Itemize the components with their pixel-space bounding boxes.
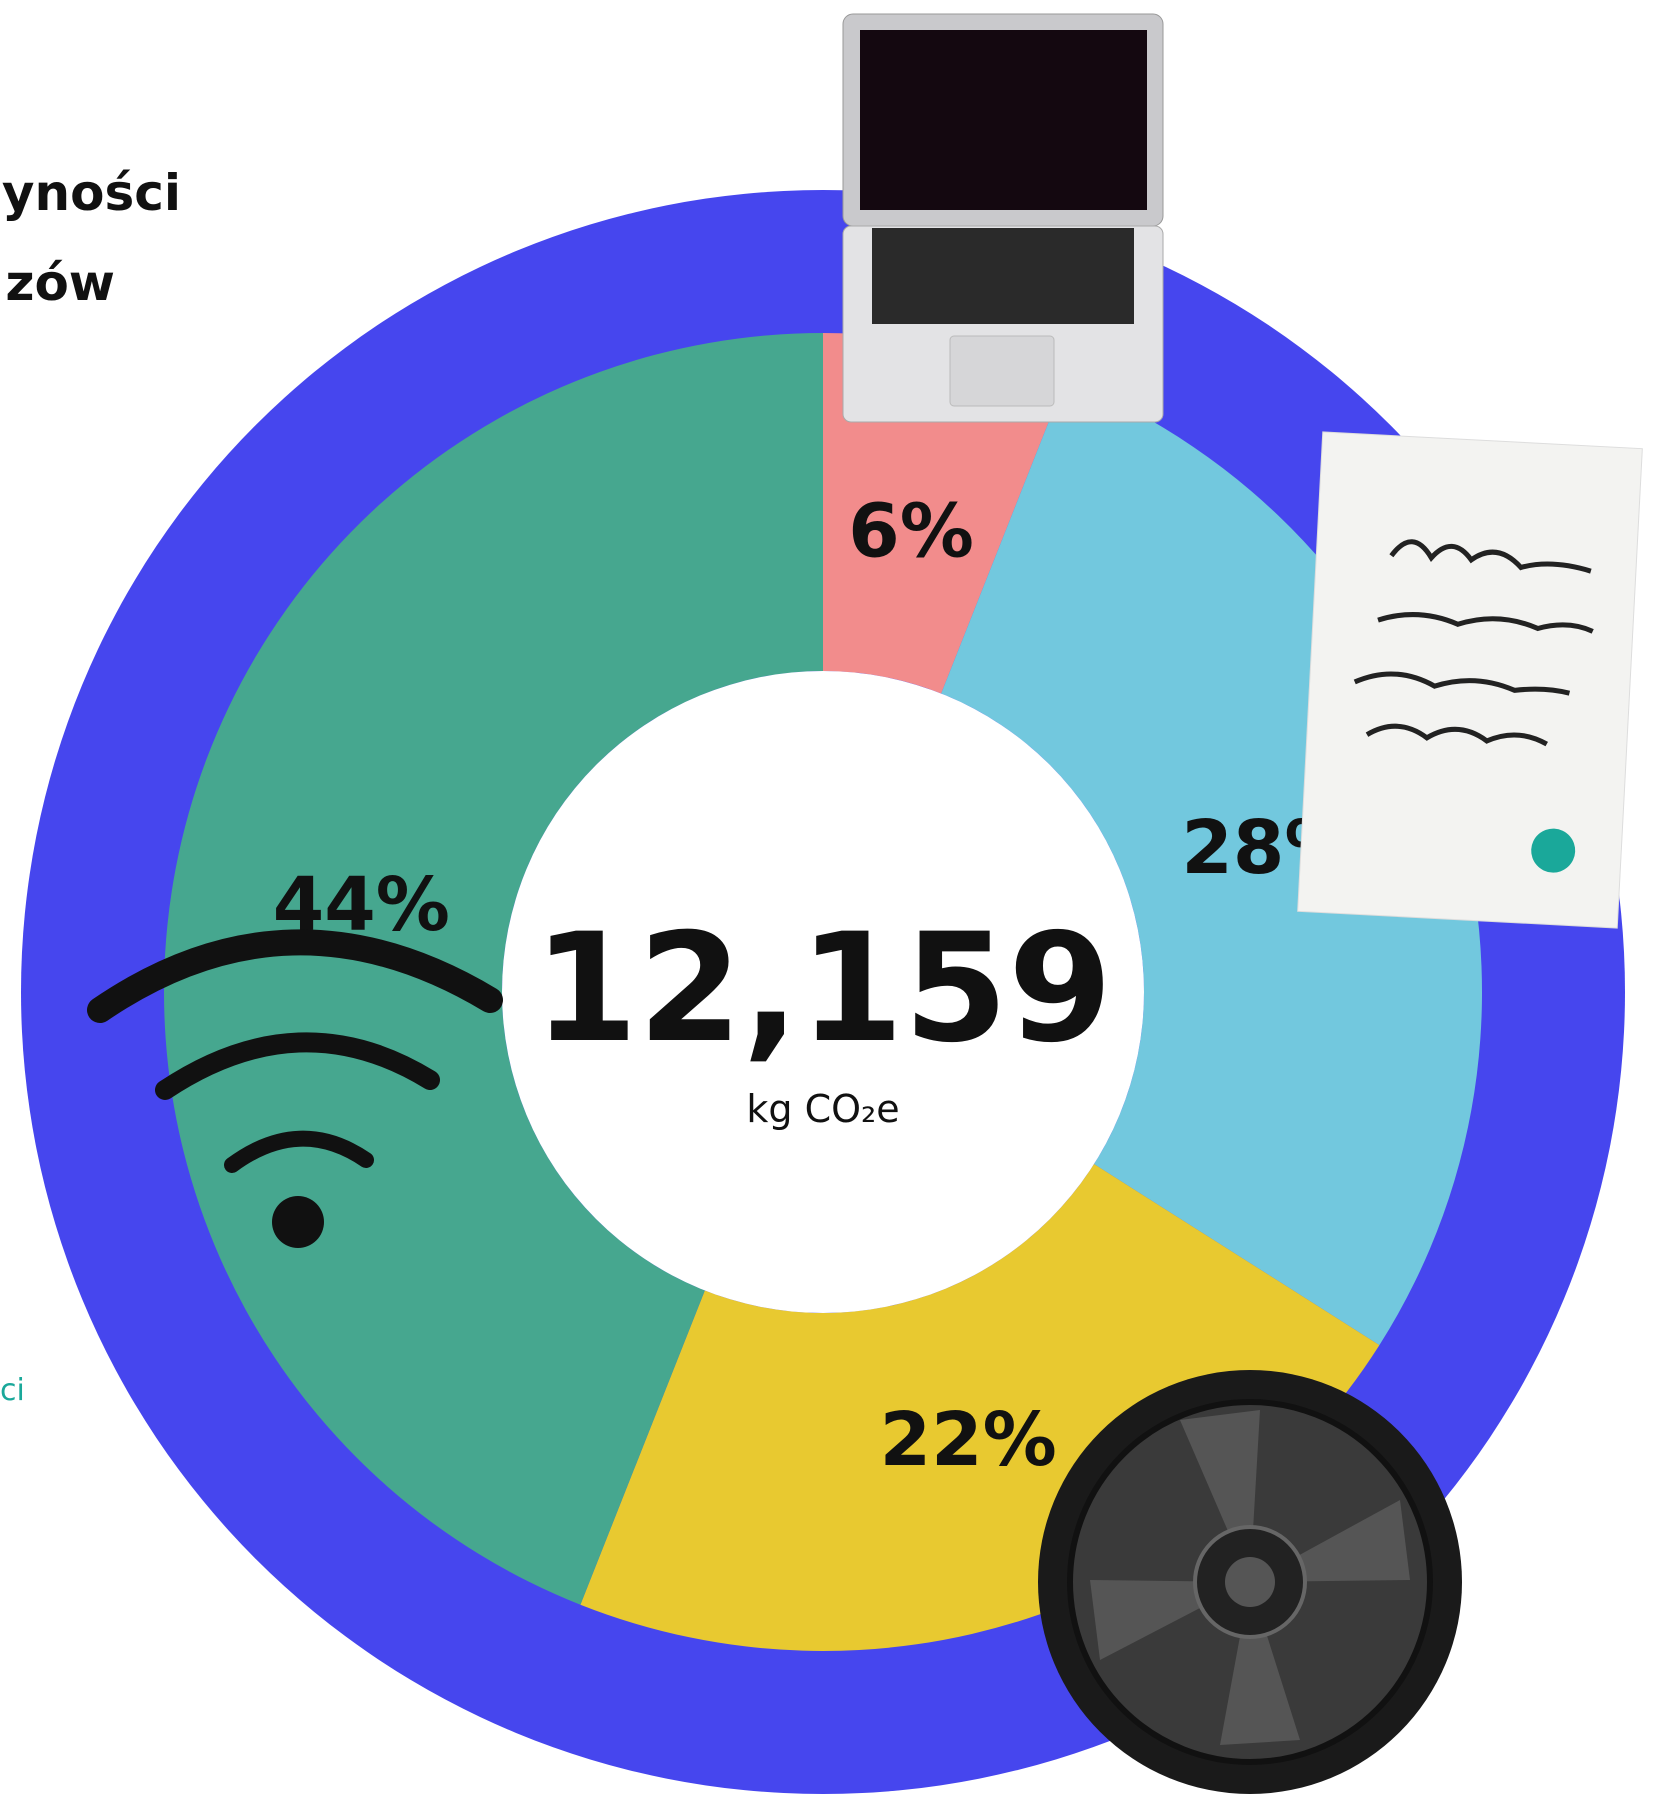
unit-label: kg CO₂e <box>746 1087 899 1131</box>
center-hole <box>502 671 1144 1313</box>
slice <box>823 333 1066 694</box>
decorations <box>87 13 1643 1794</box>
laptop <box>842 13 1164 423</box>
slice <box>164 333 824 1605</box>
center: 12,159 kg CO₂e <box>534 902 1113 1131</box>
title-line: yności <box>2 164 181 222</box>
total-value: 12,159 <box>534 902 1113 1076</box>
side-link: ci <box>0 1373 25 1408</box>
fan <box>1038 1370 1462 1794</box>
wifi-scribble <box>87 929 503 1248</box>
donut: 6%28%22%44% <box>21 190 1625 1794</box>
title-line: zów <box>5 254 115 312</box>
slice-label: 22% <box>880 1397 1057 1483</box>
paper-note <box>1297 431 1643 929</box>
slice-label: 6% <box>848 488 974 574</box>
